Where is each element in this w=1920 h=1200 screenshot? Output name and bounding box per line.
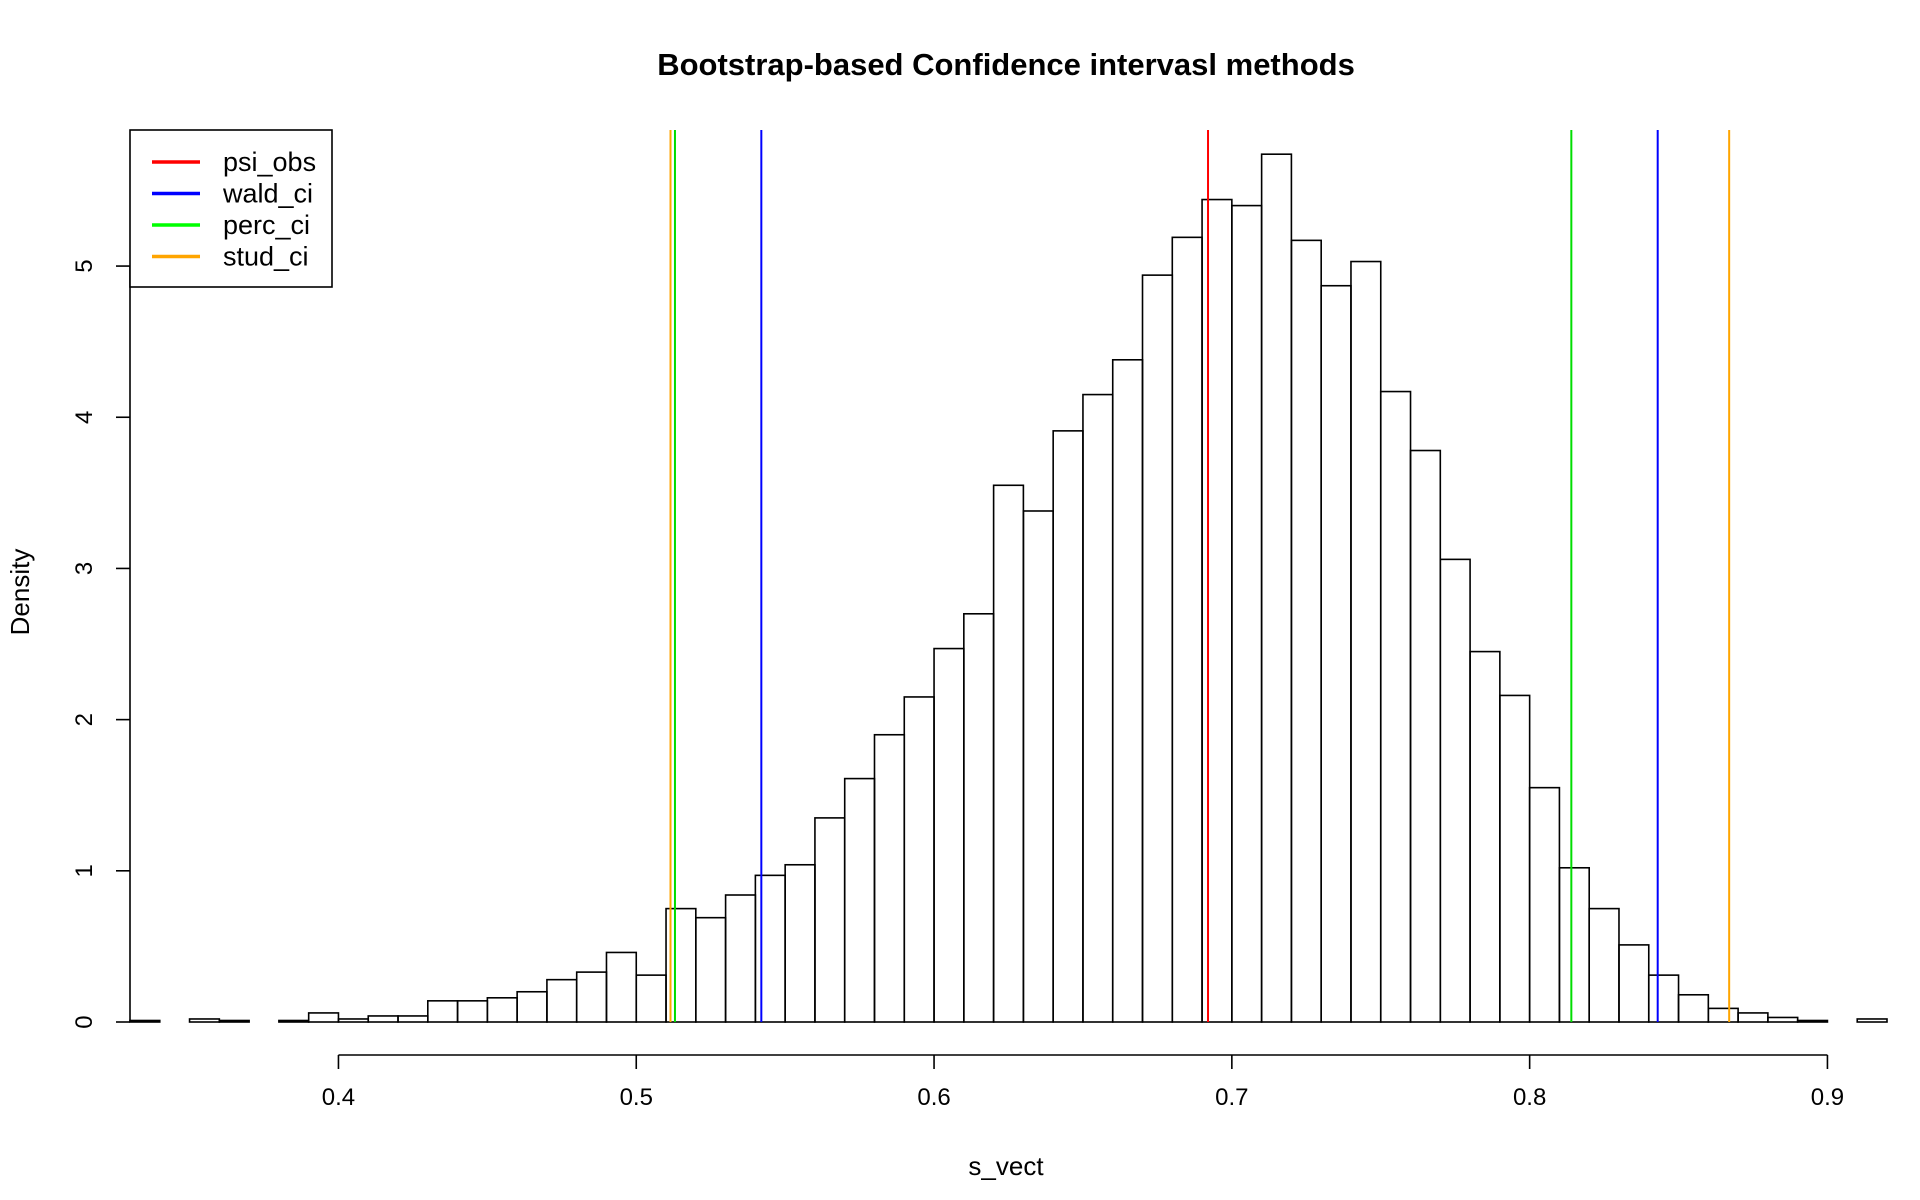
- histogram-bar: [397, 1015, 429, 1023]
- legend-label: psi_obs: [223, 147, 316, 177]
- histogram-bar: [635, 974, 667, 1023]
- histogram-bar: [695, 916, 727, 1023]
- histogram-bar: [516, 990, 548, 1023]
- x-tick-label: 0.8: [1513, 1084, 1546, 1111]
- histogram-bar: [605, 951, 638, 1023]
- histogram-bar: [1707, 1007, 1739, 1023]
- x-tick-label: 0.7: [1215, 1084, 1248, 1111]
- histogram-bar: [307, 1012, 340, 1023]
- histogram-bar: [1111, 359, 1144, 1023]
- histogram-bar: [992, 484, 1025, 1023]
- histogram-bar: [367, 1015, 399, 1023]
- y-tick-label: 0: [71, 1015, 98, 1028]
- histogram-bar: [754, 874, 786, 1023]
- legend-box: [129, 129, 333, 288]
- legend-label: perc_ci: [223, 210, 310, 240]
- histogram-bar: [456, 1000, 489, 1023]
- histogram-bar: [218, 1019, 250, 1023]
- histogram-bar: [1796, 1019, 1829, 1023]
- x-tick-label: 0.6: [917, 1084, 950, 1111]
- chart-title: Bootstrap-based Confidence intervasl met…: [657, 47, 1355, 82]
- histogram-bar: [963, 612, 995, 1023]
- y-tick-label: 3: [71, 562, 98, 575]
- y-tick-label: 2: [71, 713, 98, 726]
- y-tick-label: 5: [71, 259, 98, 272]
- histogram-bars: [129, 153, 1888, 1023]
- y-axis: 0 1 2 3 4 5: [71, 259, 131, 1029]
- histogram-bar: [1439, 558, 1471, 1023]
- histogram-bar: [1618, 944, 1650, 1023]
- histogram-bar: [1558, 866, 1591, 1023]
- histogram-bar: [814, 817, 846, 1023]
- histogram-bar: [1499, 694, 1531, 1023]
- histogram-bar: [843, 777, 876, 1023]
- y-tick-label: 4: [71, 411, 98, 424]
- x-tick-label: 0.4: [322, 1084, 355, 1111]
- histogram-bar: [1350, 260, 1382, 1023]
- histogram-bar: [1082, 393, 1114, 1023]
- histogram-bar: [1737, 1012, 1769, 1023]
- histogram-bar: [873, 733, 906, 1023]
- histogram-bar: [784, 863, 816, 1023]
- histogram-bar: [129, 1019, 161, 1023]
- x-axis-label: s_vect: [968, 1151, 1044, 1181]
- histogram-bar: [1141, 274, 1174, 1023]
- histogram-bar: [546, 978, 578, 1023]
- histogram-bar: [1022, 510, 1054, 1023]
- histogram-bar: [1528, 786, 1561, 1023]
- interval-lines: [669, 130, 1731, 1022]
- histogram-bar: [903, 696, 935, 1023]
- x-axis: 0.4 0.5 0.6 0.7 0.8 0.9: [322, 1054, 1844, 1111]
- histogram-bar: [1409, 449, 1442, 1023]
- histogram-bar: [1260, 153, 1293, 1023]
- histogram-bar: [1588, 907, 1620, 1023]
- histogram-bar: [1201, 198, 1233, 1023]
- x-tick-label: 0.5: [620, 1084, 653, 1111]
- histogram-bar: [1231, 204, 1263, 1023]
- histogram-bar: [1677, 993, 1710, 1023]
- histogram-bar: [1647, 974, 1680, 1023]
- histogram-bar: [1052, 430, 1084, 1023]
- histogram-bar: [188, 1018, 221, 1023]
- histogram-bar: [1469, 650, 1501, 1023]
- histogram-bar: [1856, 1018, 1888, 1023]
- histogram-bar: [575, 971, 608, 1023]
- histogram-bar: [1290, 239, 1322, 1023]
- histogram-bar: [1379, 390, 1412, 1023]
- histogram-bar: [278, 1019, 310, 1023]
- legend-label: wald_ci: [222, 179, 313, 209]
- histogram-bar: [1171, 236, 1203, 1023]
- histogram-bar: [724, 894, 757, 1023]
- histogram-bar: [426, 1000, 459, 1023]
- y-tick-label: 1: [71, 864, 98, 877]
- histogram-bar: [1767, 1016, 1799, 1023]
- histogram-bar: [1320, 284, 1352, 1023]
- histogram-bar: [486, 997, 518, 1023]
- legend-label: stud_ci: [223, 242, 309, 272]
- x-tick-label: 0.9: [1811, 1084, 1844, 1111]
- y-axis-label: Density: [5, 549, 35, 636]
- histogram-bar: [337, 1018, 370, 1023]
- histogram-bar: [933, 647, 965, 1023]
